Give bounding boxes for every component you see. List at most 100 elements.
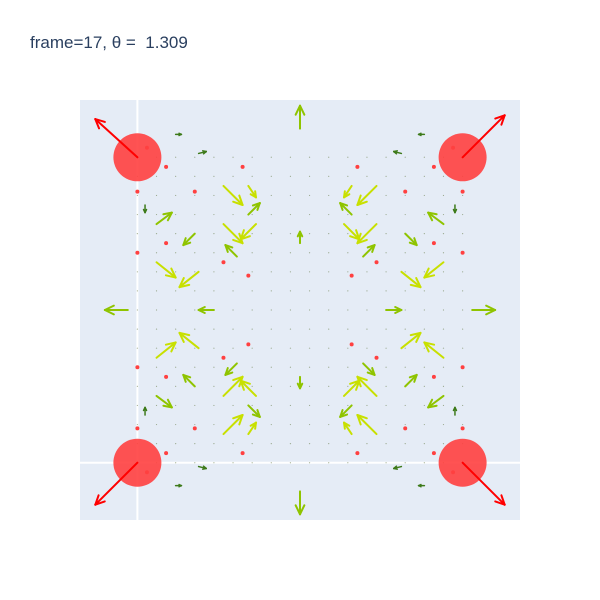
red-dot [355, 164, 360, 169]
grid-dot [251, 443, 253, 445]
grid-dot [347, 233, 349, 235]
grid-dot [175, 233, 177, 235]
field-arrow [142, 406, 148, 416]
grid-dot [385, 328, 387, 330]
field-arrow-shaft [343, 379, 361, 397]
grid-dot [328, 385, 330, 387]
grid-dot [442, 175, 445, 177]
field-arrow-head-b [178, 283, 191, 289]
grid-dot [175, 385, 177, 387]
field-arrow-head-a [164, 274, 177, 279]
grid-dot [385, 175, 387, 177]
field-arrow-shaft [427, 211, 445, 226]
grid-dot [328, 252, 330, 254]
field-arrow-head-b [178, 132, 183, 136]
grid-dot [308, 175, 311, 177]
field-arrow-shaft [356, 375, 378, 397]
field-arrow-head-b [224, 371, 234, 376]
grid-dot [347, 404, 349, 407]
red-dot [349, 342, 354, 347]
grid-dot [385, 366, 387, 368]
field-arrow-head-b [408, 373, 418, 379]
field-arrow [356, 184, 378, 206]
field-arrow [356, 414, 378, 436]
grid-dot [462, 233, 464, 235]
grid-dot [308, 462, 311, 464]
grid-dot [251, 309, 253, 311]
charge-arrow [94, 461, 139, 506]
grid-dot [270, 290, 272, 292]
red-dot [135, 365, 140, 370]
grid-dot [232, 328, 234, 330]
field-arrow [471, 304, 497, 316]
field-arrow-shaft [356, 223, 378, 245]
red-dot [164, 374, 169, 379]
field-arrow-head-a [239, 379, 251, 385]
grid-dot [404, 271, 406, 273]
red-dot [135, 426, 140, 431]
grid-dot [404, 347, 406, 349]
field-arrow-shaft [423, 341, 445, 359]
field-arrow-head-a [232, 238, 244, 245]
grid-dot [289, 175, 292, 177]
field-arrow-head-a [349, 235, 361, 241]
field-arrow-head-a [356, 232, 362, 245]
field-arrow [247, 202, 261, 216]
charge-arrow-shaft [461, 461, 506, 506]
grid-dot [328, 347, 330, 349]
field-arrow [400, 331, 422, 350]
grid-dot [404, 213, 406, 216]
grid-dot [213, 252, 215, 254]
field-arrow-shaft [404, 373, 418, 388]
grid-dot [155, 423, 158, 426]
grid-dot [347, 462, 349, 464]
field-arrow-head-b [232, 375, 244, 382]
field-arrow-head-b [178, 483, 183, 487]
field-arrow-head-b [417, 133, 422, 137]
field-arrow [417, 132, 426, 137]
grid-dot [194, 443, 196, 445]
red-dot [164, 451, 169, 456]
grid-dot [213, 156, 215, 158]
field-arrow [452, 204, 458, 214]
red-dot [349, 273, 354, 278]
grid-dot [462, 404, 464, 407]
grid-dot [404, 156, 406, 158]
field-arrow-head-a [238, 414, 244, 426]
grid-dot [328, 156, 330, 158]
grid-dot [232, 213, 234, 216]
field-arrow-shaft [222, 414, 244, 436]
grid-dot [136, 271, 138, 273]
field-arrow-shaft [423, 261, 445, 279]
field-arrow-head-b [394, 306, 403, 311]
grid-dot [423, 252, 425, 254]
grid-dot [175, 328, 177, 330]
field-arrows [103, 104, 497, 516]
grid-dot [155, 347, 158, 349]
grid-dot [308, 328, 311, 330]
field-arrow-head-b [182, 373, 187, 383]
grid-dot [404, 309, 406, 311]
grid-dot [385, 213, 387, 216]
field-arrow-head-a [103, 304, 115, 311]
field-arrow-head-a [409, 283, 422, 289]
field-arrow-shaft [239, 223, 257, 241]
grid-dot [270, 443, 272, 445]
field-arrow-head-a [427, 398, 434, 409]
charge-arrow-head-a [94, 118, 106, 123]
field-arrow-shaft [362, 244, 376, 258]
grid-dot [289, 328, 292, 330]
red-dot [374, 260, 379, 265]
grid-dot [270, 366, 272, 368]
grid-dot [194, 175, 196, 177]
grid-dot [270, 271, 272, 273]
field-arrow [182, 232, 196, 247]
grid-dot [328, 366, 330, 368]
red-dot [135, 189, 140, 194]
grid-dot [213, 462, 215, 464]
field-arrow-head-b [427, 404, 438, 409]
field-arrow-head-a [356, 375, 368, 382]
grid-dot [328, 423, 330, 426]
grid-dot [136, 213, 138, 216]
grid-dot [194, 252, 196, 254]
